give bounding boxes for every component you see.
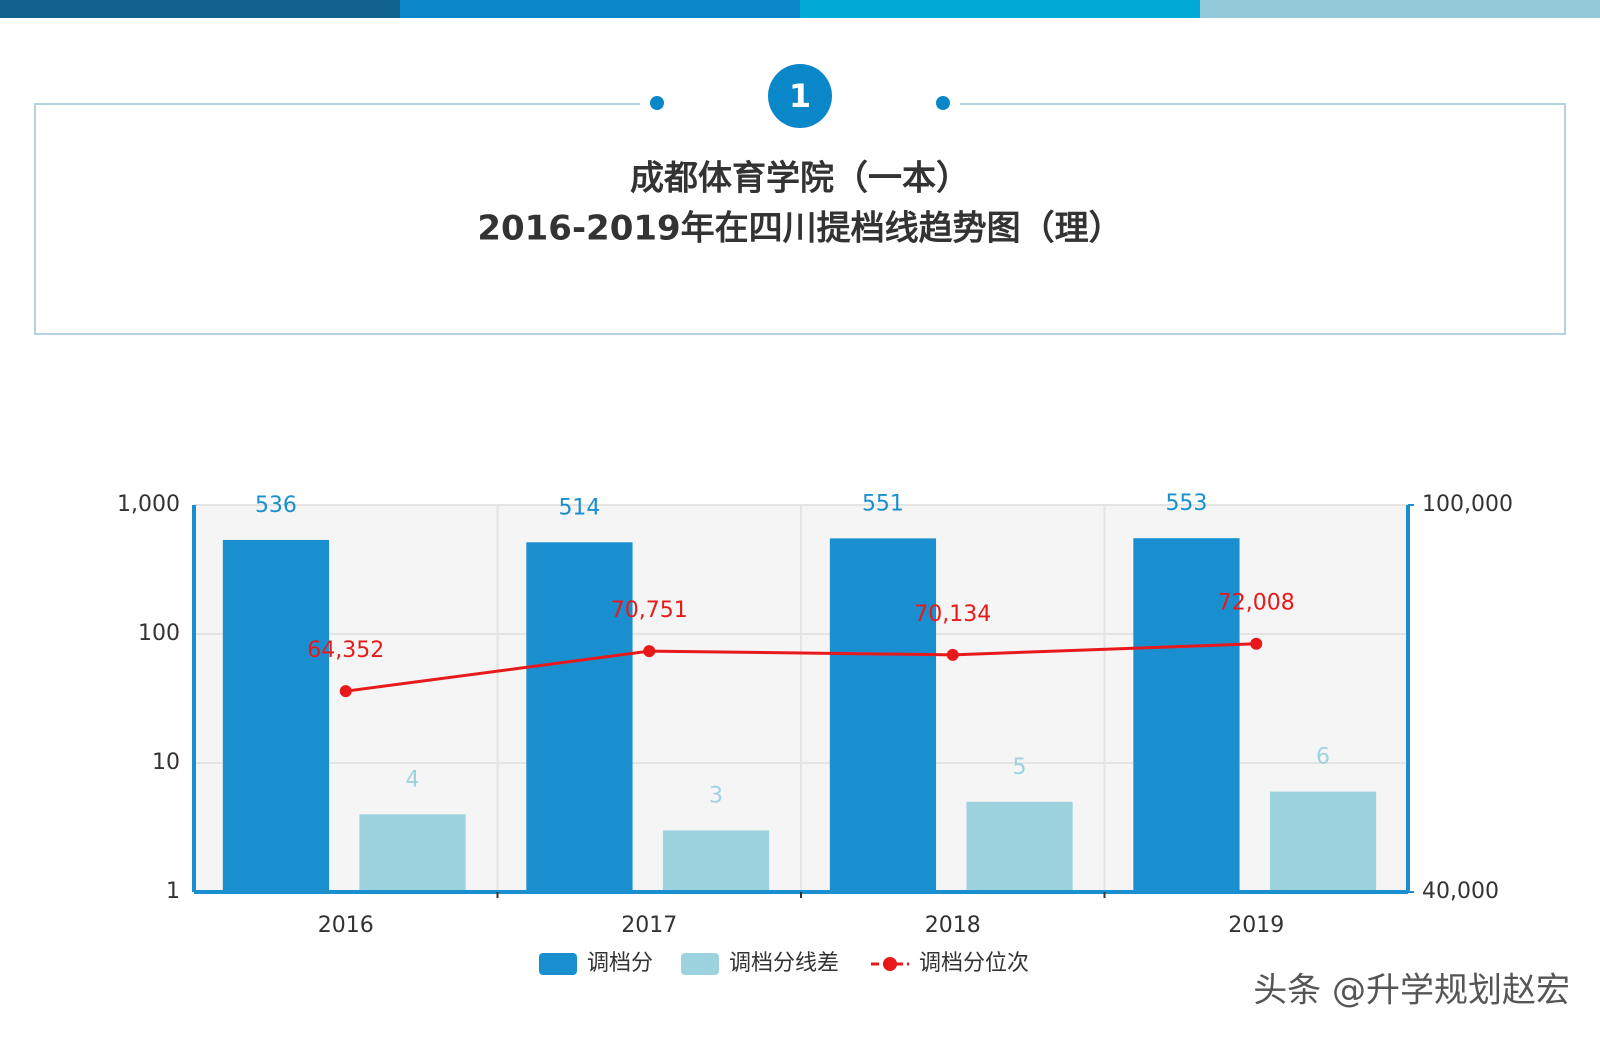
value-label: 64,352 — [307, 638, 384, 663]
line — [345, 642, 1257, 693]
watermark: 头条 @升学规划赵宏 — [1253, 971, 1570, 1011]
bar — [359, 814, 466, 892]
line-point — [946, 648, 959, 661]
stripe — [400, 0, 800, 18]
value-label: 5 — [1013, 755, 1027, 780]
y-tick-label: 10 — [152, 750, 180, 775]
legend-label: 调档分位次 — [919, 951, 1029, 976]
bar — [222, 539, 330, 892]
line-point — [1250, 637, 1263, 650]
bar — [662, 830, 770, 892]
value-label: 4 — [406, 767, 420, 792]
stripe — [1200, 0, 1600, 18]
bar — [526, 542, 633, 892]
legend-label: 调档分 — [587, 951, 653, 976]
line-point — [643, 645, 656, 658]
value-label: 3 — [709, 783, 723, 808]
x-tick-label: 2016 — [318, 913, 374, 938]
bar — [829, 538, 937, 892]
legend-swatch — [681, 953, 719, 975]
badge — [768, 64, 832, 128]
y-tick-label: 1 — [166, 879, 180, 904]
chart-title: 2016-2019年在四川提档线趋势图（理） — [477, 209, 1122, 249]
value-label: 72,008 — [1218, 591, 1295, 616]
bar — [1133, 538, 1240, 892]
x-tick-label: 2019 — [1228, 913, 1284, 938]
y2-tick-label: 100,000 — [1422, 492, 1513, 517]
y-tick-label: 1,000 — [117, 492, 180, 517]
badge-number: 1 — [789, 77, 811, 115]
chart-title: 成都体育学院（一本） — [630, 159, 970, 199]
value-label: 553 — [1165, 491, 1207, 516]
value-label: 70,751 — [611, 598, 688, 623]
y2-tick-label: 40,000 — [1422, 879, 1499, 904]
legend-swatch — [539, 953, 577, 975]
line-point — [339, 685, 352, 698]
value-label: 536 — [255, 493, 297, 518]
x-tick-label: 2018 — [925, 913, 981, 938]
dot — [650, 96, 664, 110]
x-tick-label: 2017 — [621, 913, 677, 938]
value-label: 70,134 — [914, 602, 991, 627]
dot — [936, 96, 950, 110]
y-tick-label: 100 — [138, 621, 180, 646]
stripe — [800, 0, 1200, 18]
value-label: 6 — [1316, 745, 1330, 770]
stripe — [0, 0, 400, 18]
bar — [966, 801, 1073, 892]
value-label: 551 — [862, 491, 904, 516]
legend-swatch — [883, 957, 897, 971]
bar — [1269, 791, 1377, 892]
legend-label: 调档分线差 — [729, 951, 839, 976]
value-label: 514 — [558, 495, 600, 520]
